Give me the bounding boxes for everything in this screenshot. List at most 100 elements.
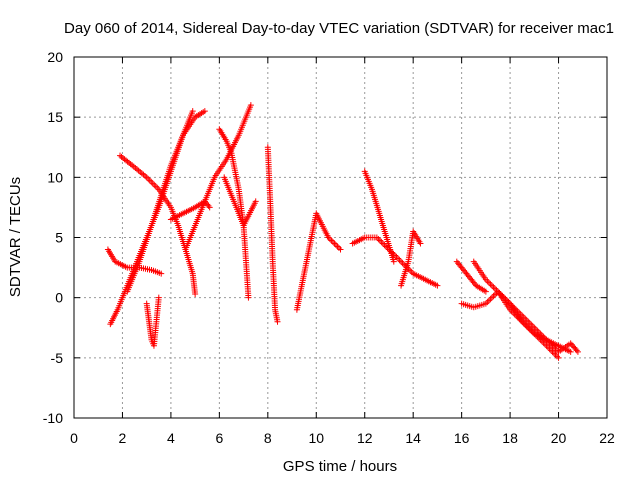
data-point xyxy=(145,175,152,182)
x-tick-label: 2 xyxy=(119,430,127,446)
data-point xyxy=(543,342,550,349)
data-point xyxy=(520,314,527,321)
data-point xyxy=(274,318,281,325)
data-point xyxy=(547,347,554,354)
data-point xyxy=(484,278,491,285)
series-track-d xyxy=(104,246,165,277)
series-track-h xyxy=(216,126,252,301)
x-tick-label: 4 xyxy=(167,430,175,446)
series-track-e xyxy=(143,294,162,349)
data-point xyxy=(329,239,336,246)
data-point xyxy=(434,282,441,289)
x-tick-label: 12 xyxy=(357,430,373,446)
data-point xyxy=(491,285,498,292)
y-tick-label: 20 xyxy=(47,49,63,65)
data-point xyxy=(487,281,494,288)
y-tick-label: 0 xyxy=(55,290,63,306)
data-point xyxy=(189,108,196,115)
series-track-f xyxy=(167,198,213,223)
data-point xyxy=(201,108,208,115)
data-point xyxy=(526,326,533,333)
data-point xyxy=(567,348,574,355)
data-point xyxy=(546,345,553,352)
data-point xyxy=(375,236,382,243)
series-track-r xyxy=(458,288,562,361)
x-tick-label: 0 xyxy=(70,430,78,446)
data-point xyxy=(485,297,492,304)
data-point xyxy=(549,348,556,355)
x-tick-label: 8 xyxy=(264,430,272,446)
y-tick-label: -10 xyxy=(43,410,63,426)
series-track-k xyxy=(293,210,344,313)
data-point xyxy=(417,240,424,247)
chart-title: Day 060 of 2014, Sidereal Day-to-day VTE… xyxy=(64,20,614,37)
x-tick-label: 16 xyxy=(454,430,470,446)
data-point xyxy=(487,296,494,303)
data-point xyxy=(245,294,252,301)
y-tick-label: 5 xyxy=(55,230,63,246)
data-point xyxy=(152,183,159,190)
data-point xyxy=(378,239,385,246)
data-point xyxy=(574,348,581,355)
x-tick-label: 18 xyxy=(502,430,518,446)
series-track-l xyxy=(349,234,441,289)
data-point xyxy=(554,353,561,360)
data-point xyxy=(529,323,536,330)
y-axis-label: SDTVAR / TECUs xyxy=(7,177,24,297)
data-point xyxy=(146,177,153,184)
data-point xyxy=(390,258,397,265)
data-point xyxy=(252,198,259,205)
data-point xyxy=(148,178,155,185)
data-point xyxy=(396,257,403,264)
data-point xyxy=(335,245,342,252)
series-track-c xyxy=(117,152,199,298)
y-tick-label: 15 xyxy=(47,109,63,125)
data-point xyxy=(247,102,254,109)
data-point xyxy=(525,318,532,325)
data-point xyxy=(332,242,339,249)
data-point xyxy=(532,326,539,333)
x-tick-label: 20 xyxy=(551,430,567,446)
data-point xyxy=(206,204,213,211)
data-point xyxy=(528,327,535,334)
data-point xyxy=(149,180,156,187)
data-point xyxy=(491,291,498,298)
data-point xyxy=(337,246,344,253)
data-point xyxy=(552,351,559,358)
data-point xyxy=(154,184,161,191)
data-point xyxy=(407,267,414,274)
x-tick-label: 14 xyxy=(405,430,421,446)
data-point xyxy=(490,293,497,300)
data-point xyxy=(528,321,535,328)
data-point xyxy=(544,344,551,351)
data-point xyxy=(151,181,158,188)
data-point xyxy=(531,324,538,331)
data-point xyxy=(522,321,529,328)
series-track-i xyxy=(221,174,259,229)
y-tick-label: 10 xyxy=(47,169,63,185)
data-point xyxy=(381,242,388,249)
data-point xyxy=(541,341,548,348)
data-point xyxy=(525,324,532,331)
series-track-j xyxy=(264,144,281,325)
x-axis-label: GPS time / hours xyxy=(283,458,397,475)
x-tick-label: 6 xyxy=(215,430,223,446)
data-points xyxy=(104,102,581,361)
data-point xyxy=(551,350,558,357)
data-point xyxy=(376,237,383,244)
series-track-q xyxy=(494,288,581,355)
data-point xyxy=(522,315,529,322)
data-point xyxy=(331,240,338,247)
axis-ticks: 0 2 4 6 8 10 12 14 16 18 20 22 -10 -5 0 5 10 15 20 xyxy=(43,49,615,446)
data-point xyxy=(334,243,341,250)
data-point xyxy=(523,317,530,324)
data-point xyxy=(555,354,562,361)
series-track-m xyxy=(361,168,397,265)
series-track-o xyxy=(453,258,489,295)
data-point xyxy=(155,294,162,301)
data-point xyxy=(523,323,530,330)
data-point xyxy=(573,347,580,354)
data-point xyxy=(328,237,335,244)
series-track-n xyxy=(398,228,424,289)
